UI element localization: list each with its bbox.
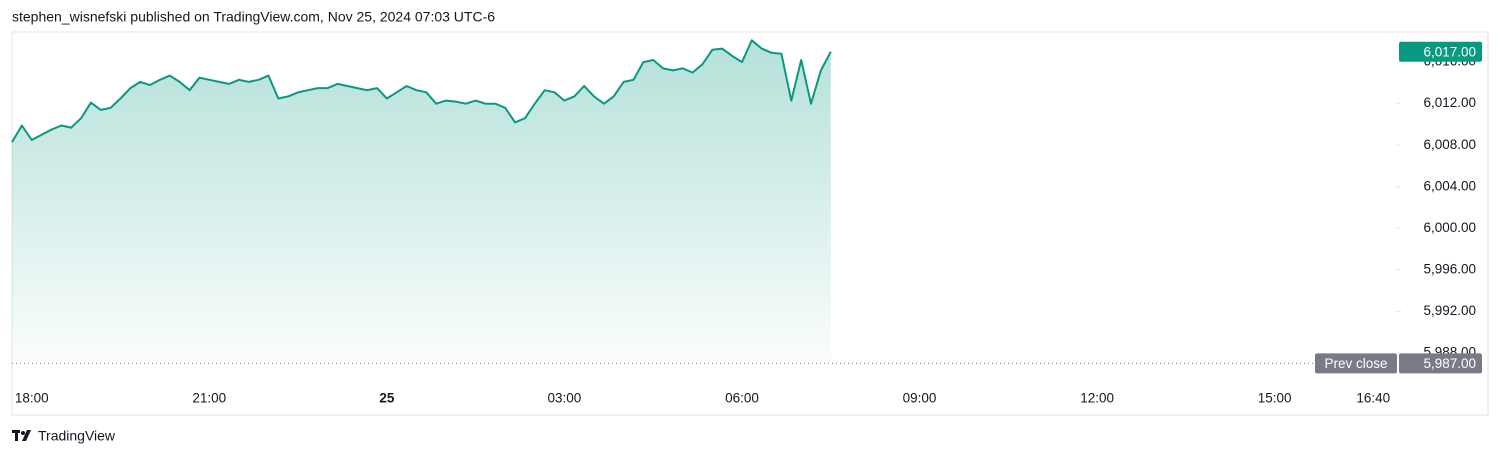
x-tick-label: 09:00 bbox=[903, 391, 937, 406]
prev-close-value: 5,987.00 bbox=[1423, 356, 1476, 371]
y-tick-label: 5,992.00 bbox=[1423, 303, 1476, 318]
y-tick-label: 6,000.00 bbox=[1423, 220, 1476, 235]
y-tick-label: 6,012.00 bbox=[1423, 95, 1476, 110]
y-tick-label: 6,008.00 bbox=[1423, 137, 1476, 152]
brand: TradingView bbox=[38, 428, 116, 444]
prev-close-name: Prev close bbox=[1324, 356, 1387, 371]
prev-close-value-badge bbox=[1399, 353, 1482, 374]
price-line bbox=[11, 39, 832, 143]
last-price-label: 6,017.00 bbox=[1423, 44, 1476, 59]
x-tick-label: 03:00 bbox=[548, 391, 582, 406]
x-tick-label: 21:00 bbox=[192, 391, 226, 406]
area-fill bbox=[12, 40, 831, 362]
x-tick-label: 06:00 bbox=[725, 391, 759, 406]
y-tick-label: 6,004.00 bbox=[1423, 178, 1476, 193]
last-price-badge bbox=[1399, 41, 1482, 62]
y-tick-label: 5,996.00 bbox=[1423, 261, 1476, 276]
prev-close-badge bbox=[1315, 353, 1397, 374]
x-tick-label: 15:00 bbox=[1258, 391, 1292, 406]
x-tick-label: 18:00 bbox=[15, 391, 49, 406]
x-tick-label: 12:00 bbox=[1080, 391, 1114, 406]
brand-logo bbox=[12, 430, 31, 441]
x-tick-label: 25 bbox=[379, 391, 395, 406]
x-tick-label: 16:40 bbox=[1356, 391, 1390, 406]
chart-title: stephen_wisnefski published on TradingVi… bbox=[12, 9, 495, 25]
